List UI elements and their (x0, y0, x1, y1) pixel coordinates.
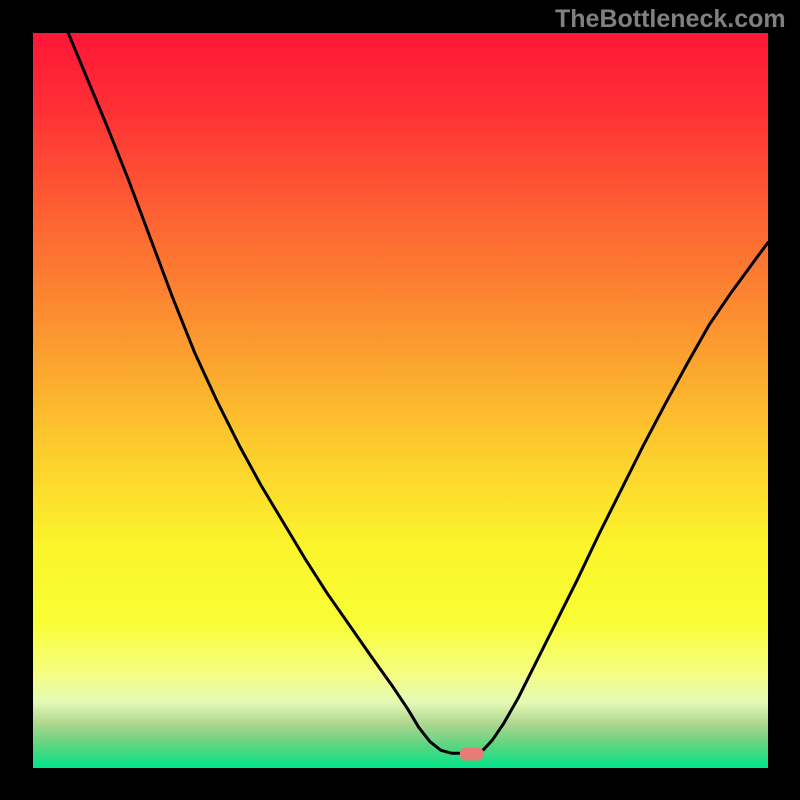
chart-container: TheBottleneck.com (0, 0, 800, 800)
watermark-text: TheBottleneck.com (555, 5, 786, 34)
optimum-marker (460, 748, 484, 761)
plot-background (33, 33, 768, 768)
bottleneck-chart (0, 0, 800, 800)
